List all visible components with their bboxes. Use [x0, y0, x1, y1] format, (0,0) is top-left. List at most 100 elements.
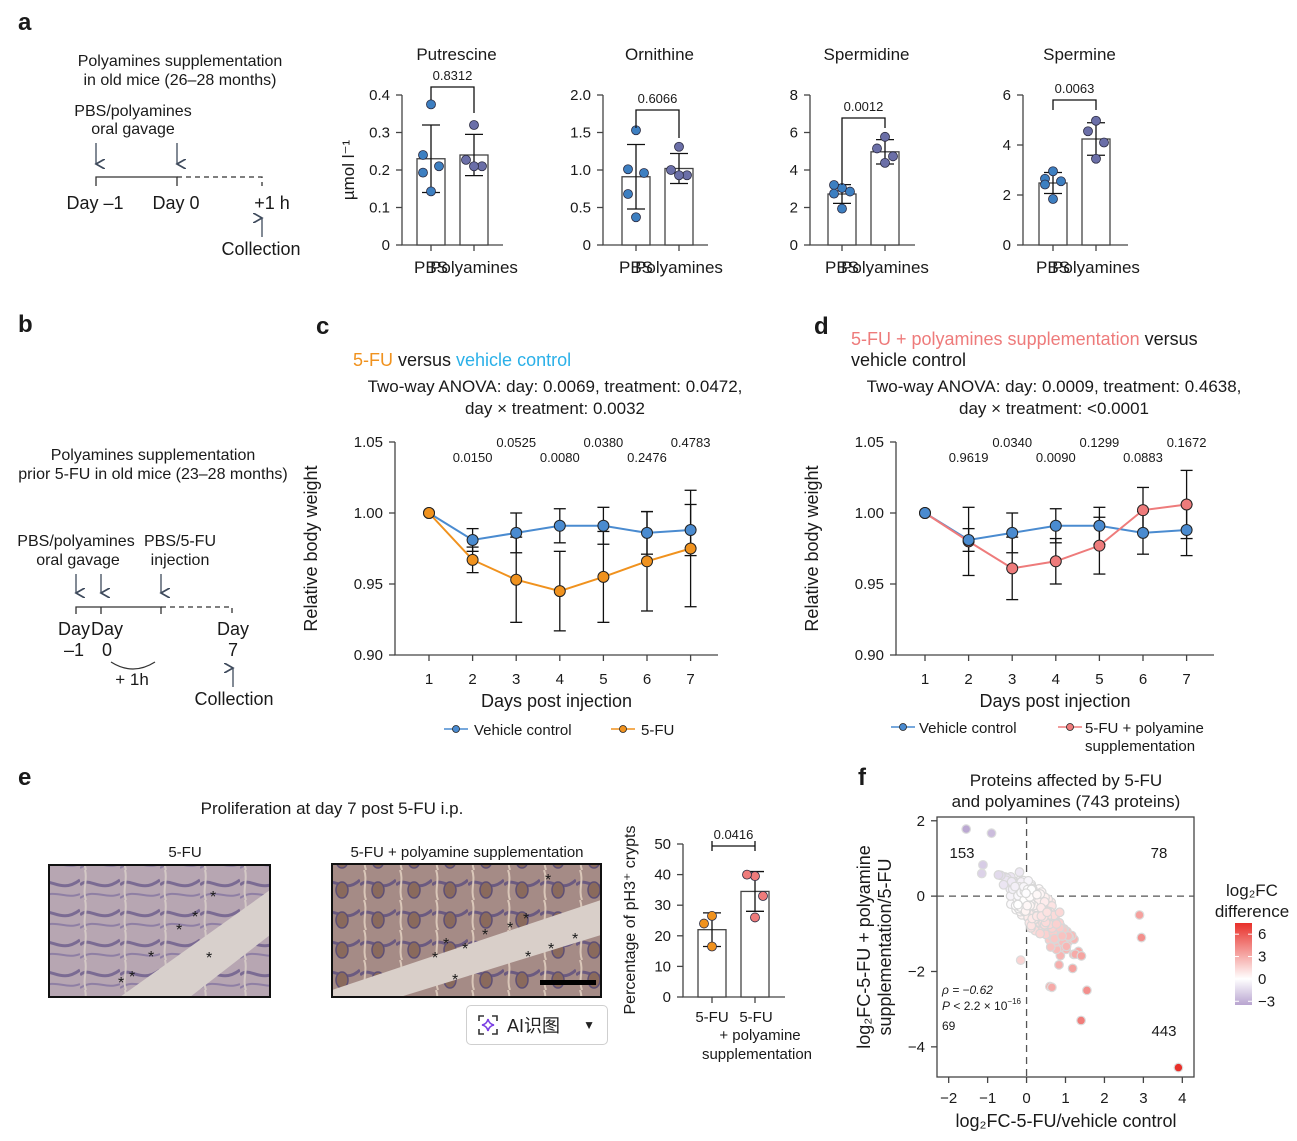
y-tick-label: 2 [917, 813, 925, 830]
data-point [1051, 919, 1062, 929]
data-point [623, 189, 633, 199]
chart-title: Ornithine [625, 45, 694, 64]
schematic-b-day-c: Day [217, 619, 249, 639]
data-point [837, 203, 847, 214]
x-tick-label: 0 [1022, 1090, 1030, 1107]
y-tick-label: 1.00 [855, 505, 884, 522]
p-value: 0.0525 [496, 435, 536, 450]
p-value: 0.1299 [1080, 435, 1120, 450]
ph3-bar-chart: 0 10 20 30 40 50 0.0416 5-FU 5-FU+ polyamine supp… [622, 826, 812, 1063]
svg-text:*: * [148, 949, 154, 966]
y-axis-label: Percentage of pH3⁺ crypts [622, 826, 639, 1015]
data-point [1006, 562, 1019, 575]
schematic-b-day-a: Day [58, 619, 90, 639]
x-tick-label: PBS [825, 258, 859, 277]
x-tick-label: 2 [1100, 1090, 1108, 1107]
x-tick-label: 3 [1139, 1090, 1147, 1107]
legend-label: 5-FU + polyamine [1085, 720, 1204, 737]
schematic-b-day-b: Day [91, 619, 123, 639]
data-point [1061, 941, 1072, 952]
crypt-markers: * * * * * * * [118, 889, 216, 992]
data-point [1032, 889, 1042, 900]
p-value: 0.8312 [433, 68, 473, 83]
data-point [880, 157, 890, 168]
data-point [1010, 881, 1020, 892]
data-point [466, 533, 479, 546]
svg-text:*: * [548, 941, 554, 958]
p-value: 0.0090 [1036, 450, 1076, 465]
y-tick-label: 40 [654, 867, 671, 884]
schematic-a-day-minus1: Day –1 [66, 193, 123, 213]
data-point [1049, 519, 1062, 532]
timeline-dashed [177, 176, 263, 186]
schematic-b-injection-1: PBS/5-FU [144, 533, 216, 550]
data-point [423, 507, 435, 519]
x-axis-label: Days post injection [481, 691, 632, 711]
schematic-b-day0: 0 [102, 640, 112, 660]
schematic-b-title-1: Polyamines supplementation [51, 447, 256, 464]
legend-marker [1066, 723, 1074, 731]
data-point [1013, 899, 1023, 910]
lumen [120, 890, 270, 997]
title-5fu: 5-FU [353, 350, 393, 370]
title-5fu-poly: 5-FU + polyamines supplementation [851, 329, 1140, 349]
anova-c-line1: Two-way ANOVA: day: 0.0069, treatment: 0… [368, 377, 743, 396]
data-point [1021, 888, 1031, 899]
colorbar-tick-label: −3 [1258, 993, 1275, 1010]
x-tick-label: 2 [468, 671, 476, 688]
legend-label: Vehicle control [919, 720, 1017, 737]
data-point [1076, 951, 1087, 961]
schematic-b-gavage-1: PBS/polyamines [17, 533, 134, 550]
colorbar-tick-label: 6 [1258, 926, 1266, 943]
data-point [1054, 959, 1064, 970]
colorbar-title: difference [1215, 902, 1289, 921]
svg-text:*: * [443, 936, 449, 953]
x-tick-label: PBS [1036, 258, 1070, 277]
y-tick-label: 8 [790, 87, 798, 104]
data-point [742, 869, 752, 880]
title-versus: versus [1140, 329, 1198, 349]
legend-marker [619, 725, 627, 733]
x-tick-label: 1 [425, 671, 433, 688]
panel-c-title: 5-FU versus vehicle control [353, 350, 571, 370]
x-tick-label: −2 [940, 1090, 957, 1107]
panel-label-d: d [814, 313, 829, 340]
y-tick-label: 2 [1003, 187, 1011, 204]
ai-image-recognition-button[interactable]: AI识图 ▼ [466, 1005, 608, 1045]
data-point [1048, 166, 1058, 177]
y-tick-label: 1.0 [570, 162, 591, 179]
y-axis-label: supplementation/5-FU [875, 858, 895, 1035]
anova-c-line2: day × treatment: 0.0032 [465, 399, 645, 418]
y-tick-label: 0.95 [855, 576, 884, 593]
panel-d: d 5-FU + polyamines supplementation vers… [814, 313, 1241, 418]
y-tick-label: 1.05 [855, 434, 884, 451]
protein-scatter-chart: Proteins affected by 5-FU and polyamines … [854, 771, 1289, 1131]
x-tick-label: 7 [686, 671, 694, 688]
data-point [1048, 194, 1058, 204]
x-tick-label: −1 [979, 1090, 996, 1107]
data-point [469, 120, 479, 130]
data-point [961, 824, 972, 834]
chart-title: Proteins affected by 5-FU [970, 771, 1162, 790]
x-tick-label: Polyamines [841, 258, 929, 277]
y-tick-label: 0 [382, 237, 390, 254]
chart-title: Spermine [1043, 45, 1116, 64]
colorbar-tick-label: 3 [1258, 949, 1266, 966]
stats-p-text: < 2.2 × 10 [950, 999, 1008, 1013]
lumen [332, 900, 601, 997]
svg-text:*: * [523, 911, 529, 928]
histology-image-5fu: * * * * * * * [48, 864, 271, 998]
data-point [684, 524, 697, 537]
data-point [1091, 115, 1101, 126]
p-value: 0.1672 [1167, 435, 1207, 450]
panel-c: c 5-FU versus vehicle control Two-way AN… [316, 313, 742, 418]
data-point [750, 871, 760, 882]
y-tick-label: 50 [654, 836, 671, 853]
data-point [674, 141, 684, 152]
data-point [631, 212, 641, 223]
title-versus: versus [393, 350, 456, 370]
schematic-a-plus1h: +1 h [254, 193, 290, 213]
data-point [707, 941, 717, 952]
schematic-a-title-1: Polyamines supplementation [78, 53, 283, 70]
data-point [1040, 179, 1050, 190]
